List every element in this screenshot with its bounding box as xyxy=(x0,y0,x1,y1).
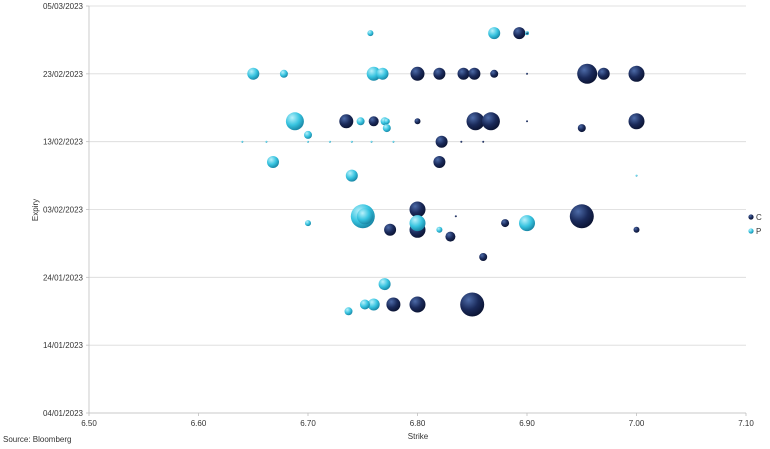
bubble-c-13 xyxy=(414,118,421,125)
bubble-c-31 xyxy=(479,253,488,261)
y-axis-title: Expiry xyxy=(31,199,40,221)
bubble-c-32 xyxy=(386,297,401,312)
y-tick-label-4: 13/02/2023 xyxy=(43,138,84,147)
bubble-p-31 xyxy=(367,298,380,311)
bubble-c-23 xyxy=(409,201,426,218)
bubble-p-14 xyxy=(265,140,268,143)
x-tick-label-4: 6.90 xyxy=(519,419,535,428)
bubble-c-1 xyxy=(526,32,528,34)
bubble-p-11 xyxy=(382,124,391,133)
bubble-p-26 xyxy=(409,215,426,232)
bubble-p-30 xyxy=(359,299,370,310)
bubble-p-16 xyxy=(328,140,331,143)
bubble-layer xyxy=(241,27,645,317)
y-tick-label-2: 24/01/2023 xyxy=(43,273,84,282)
y-tick-label-1: 14/01/2023 xyxy=(43,341,84,350)
bubble-p-1 xyxy=(488,27,501,40)
bubble-p-5 xyxy=(366,66,381,81)
bubble-p-0 xyxy=(367,30,374,37)
bubble-c-33 xyxy=(409,296,426,313)
bubble-p-25 xyxy=(305,220,311,227)
legend-marker-p xyxy=(748,228,754,234)
legend-label-c: C xyxy=(756,213,762,222)
bubble-p-8 xyxy=(356,117,365,126)
bubble-c-26 xyxy=(501,219,510,228)
bubble-c-9 xyxy=(597,67,610,80)
bubble-c-18 xyxy=(577,124,586,133)
bubble-c-28 xyxy=(384,223,397,236)
x-tick-label-5: 7.00 xyxy=(629,419,645,428)
bubble-c-12 xyxy=(368,116,379,127)
bubble-c-30 xyxy=(633,226,640,233)
bubble-c-3 xyxy=(433,67,446,80)
bubble-c-34 xyxy=(460,292,485,317)
bubble-p-3 xyxy=(247,67,260,80)
bubble-c-24 xyxy=(569,204,594,229)
bubble-p-24 xyxy=(356,208,373,225)
bubble-c-0 xyxy=(513,27,526,40)
bubble-c-5 xyxy=(468,67,481,80)
bubble-p-18 xyxy=(370,140,373,143)
bubble-c-11 xyxy=(339,114,354,129)
x-tick-label-2: 6.70 xyxy=(300,419,316,428)
y-tick-label-6: 05/03/2023 xyxy=(43,2,84,11)
bubble-c-22 xyxy=(433,156,446,168)
bubble-c-4 xyxy=(457,67,470,80)
bubble-p-32 xyxy=(344,307,353,316)
bubble-p-22 xyxy=(635,174,638,177)
x-tick-label-6: 7.10 xyxy=(738,419,754,428)
bubble-p-7 xyxy=(285,112,304,131)
bubble-p-20 xyxy=(267,156,279,168)
bubble-c-19 xyxy=(435,135,448,148)
bubble-p-29 xyxy=(378,278,391,291)
bubble-c-7 xyxy=(526,72,528,75)
bubble-c-6 xyxy=(490,69,499,78)
bubble-c-20 xyxy=(460,140,463,143)
y-tick-label-0: 04/01/2023 xyxy=(43,409,84,418)
y-tick-label-5: 23/02/2023 xyxy=(43,70,84,79)
x-axis: 6.50 6.60 6.70 6.80 6.90 7.00 7.10 xyxy=(81,412,754,428)
y-axis: 04/01/2023 14/01/2023 24/01/2023 03/02/2023… xyxy=(43,2,90,418)
legend-marker-c xyxy=(748,214,754,220)
legend: CP xyxy=(748,213,762,236)
bubble-p-4 xyxy=(279,69,288,78)
y-tick-label-3: 03/02/2023 xyxy=(43,206,84,215)
bubble-p-17 xyxy=(350,140,353,143)
bubble-p-19 xyxy=(392,140,395,143)
bubble-c-15 xyxy=(481,112,500,131)
bubble-c-25 xyxy=(454,215,457,218)
bubble-c-8 xyxy=(577,63,598,84)
bubble-c-17 xyxy=(628,113,645,130)
bubble-p-28 xyxy=(436,226,443,233)
x-axis-title: Strike xyxy=(408,432,429,441)
bubble-p-13 xyxy=(241,140,244,143)
legend-label-p: P xyxy=(756,227,761,236)
bubble-c-2 xyxy=(410,66,425,81)
bubble-p-27 xyxy=(519,215,535,232)
bubble-c-16 xyxy=(526,120,528,123)
bubble-p-12 xyxy=(304,130,312,139)
bubble-p-6 xyxy=(376,67,389,80)
bubble-c-21 xyxy=(482,140,485,143)
bubble-c-10 xyxy=(628,65,645,82)
x-tick-label-3: 6.80 xyxy=(410,419,426,428)
x-tick-label-1: 6.60 xyxy=(191,419,207,428)
bubble-c-29 xyxy=(445,231,456,242)
x-tick-label-0: 6.50 xyxy=(81,419,97,428)
bubble-p-15 xyxy=(307,140,309,143)
bubble-p-10 xyxy=(383,118,390,125)
source-note: Source: Bloomberg xyxy=(3,435,72,444)
bubble-c-14 xyxy=(466,112,485,131)
bubble-p-21 xyxy=(345,169,358,182)
